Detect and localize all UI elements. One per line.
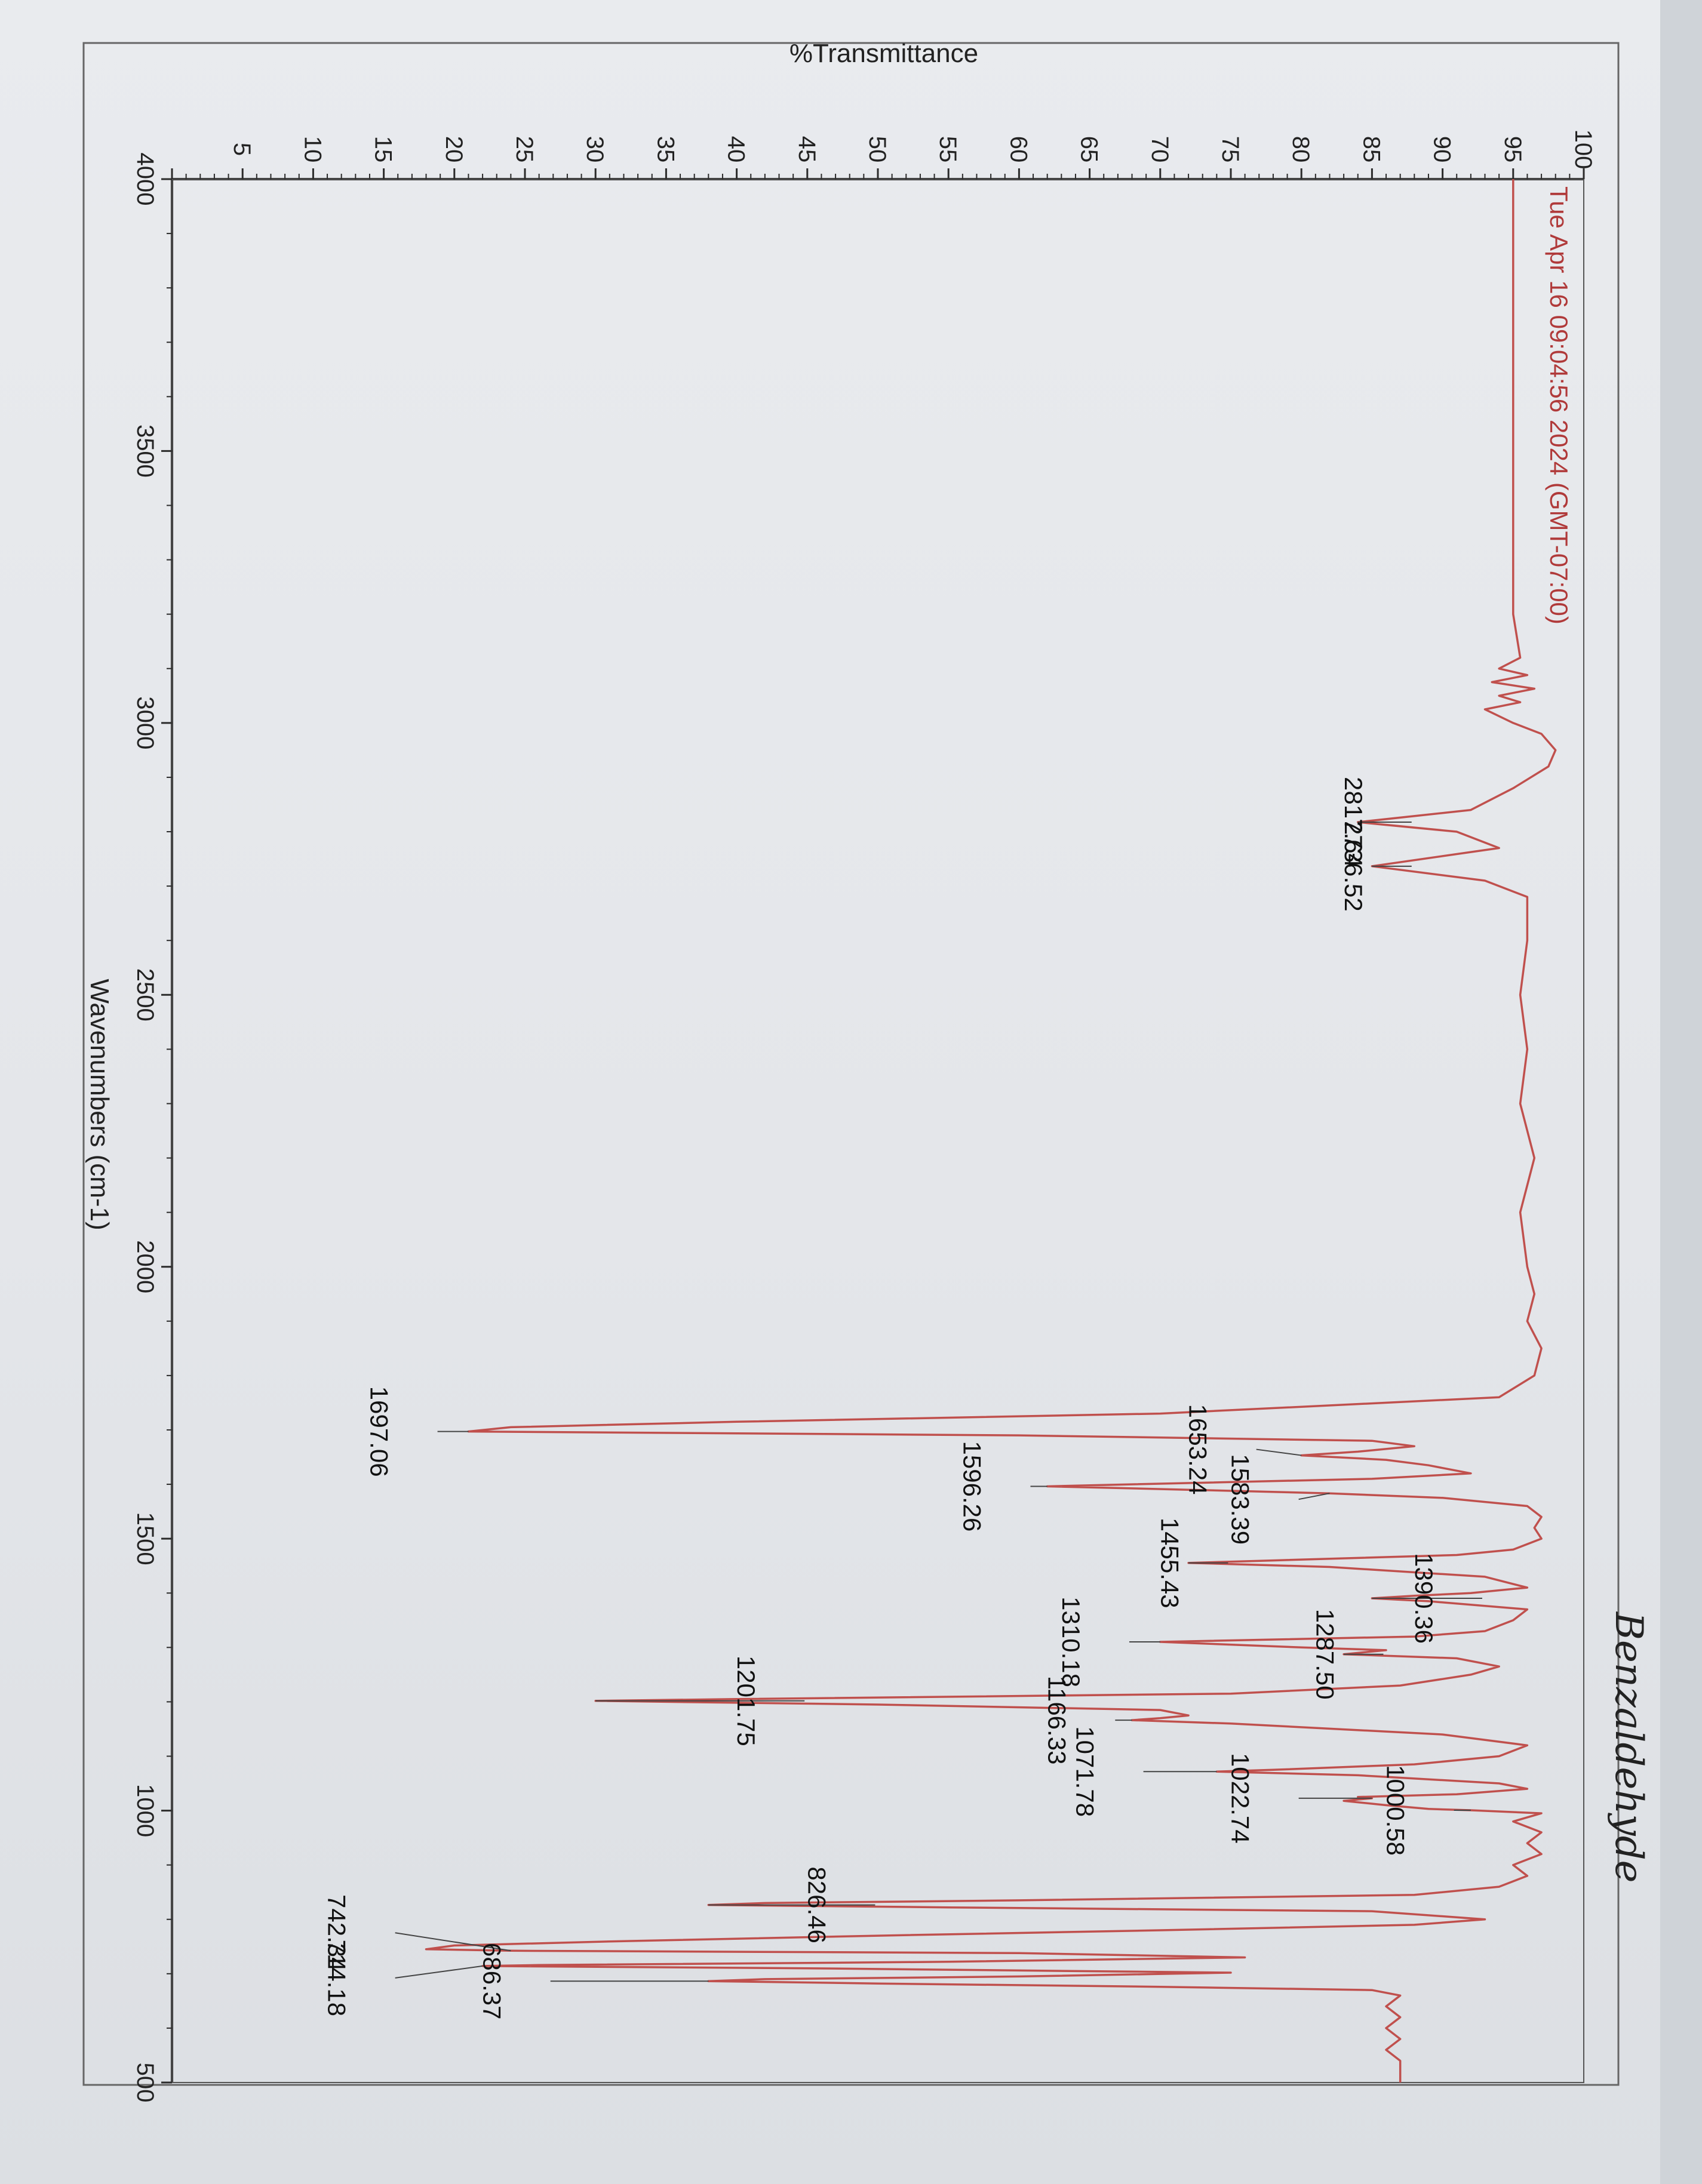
y-tick-label: 55 <box>935 136 961 163</box>
y-tick-label: 20 <box>441 136 467 163</box>
peak-leader-line <box>1256 1448 1302 1456</box>
x-tick-label: 4000 <box>132 153 158 206</box>
peak-label: 1071.78 <box>1071 1726 1099 1817</box>
tick-labels-group: 5 10 15 20 25 30 35 40 45 50 55 60 65 70 75 80 85 90 95 100… <box>132 130 1596 2103</box>
timestamp-label: Tue Apr 16 09:04:56 2024 (GMT-07:00) <box>1545 186 1573 625</box>
x-tick-label: 1500 <box>132 1512 158 1565</box>
peak-label: 1697.06 <box>365 1386 394 1477</box>
x-tick-label: 3000 <box>132 696 158 749</box>
spectrum-line-series-0 <box>425 179 1557 2083</box>
peak-label: 826.46 <box>803 1866 831 1943</box>
y-tick-label: 15 <box>370 136 397 163</box>
peak-label: 2817.64 <box>1340 777 1368 868</box>
peak-leader-line <box>395 1965 483 1979</box>
y-tick-label: 75 <box>1217 136 1243 163</box>
series-layer <box>425 179 1557 2083</box>
y-tick-label: 35 <box>652 136 678 163</box>
y-tick-label: 30 <box>582 136 608 163</box>
peak-label: 1022.74 <box>1227 1753 1255 1844</box>
handwritten-sample-name: Benzaldehyde <box>1606 1611 1651 1883</box>
y-tick-label: 80 <box>1288 136 1314 163</box>
y-tick-label: 40 <box>723 136 749 163</box>
peak-label: 1287.50 <box>1311 1609 1339 1700</box>
paper-edge <box>1660 0 1702 2184</box>
peak-label: 714.18 <box>323 1940 351 2016</box>
peak-leaders-group <box>395 821 1482 1982</box>
y-tick-label: 50 <box>864 136 890 163</box>
peak-label: 1166.33 <box>1043 1676 1071 1765</box>
peak-label: 2736.52 <box>1340 821 1368 912</box>
peak-label: 742.34 <box>323 1894 351 1971</box>
y-tick-label: 10 <box>299 136 325 163</box>
y-tick-label: 60 <box>1005 136 1031 163</box>
y-tick-label: 70 <box>1147 136 1173 163</box>
y-tick-label: 95 <box>1500 136 1526 163</box>
peak-label: 1000.58 <box>1382 1765 1410 1856</box>
peak-leader-line <box>1298 1493 1330 1500</box>
x-tick-label: 2500 <box>132 968 158 1022</box>
x-tick-label: 2000 <box>132 1240 158 1293</box>
x-tick-label: 500 <box>132 2063 158 2103</box>
x-tick-label: 1000 <box>132 1784 158 1837</box>
y-tick-label: 45 <box>794 136 820 163</box>
peak-label: 1596.26 <box>958 1441 986 1532</box>
y-tick-label: 65 <box>1076 136 1102 163</box>
y-tick-label: 85 <box>1358 136 1384 163</box>
outer-frame <box>82 42 1620 2086</box>
peak-label: 1310.18 <box>1057 1597 1085 1687</box>
peak-leader-line <box>395 1932 511 1952</box>
y-tick-label: 25 <box>511 136 537 163</box>
peak-label: 1653.24 <box>1184 1404 1212 1495</box>
x-axis-title: Wavenumbers (cm-1) <box>85 979 114 1230</box>
ticks-group <box>161 168 1585 2084</box>
y-tick-label: 100 <box>1570 130 1596 170</box>
x-tick-label: 3500 <box>132 425 158 478</box>
y-tick-label: 5 <box>229 143 255 156</box>
peak-label: 686.37 <box>478 1943 506 2019</box>
y-axis-title: %Transmittance <box>789 39 978 68</box>
peak-label: 1455.43 <box>1156 1518 1184 1608</box>
y-tick-label: 90 <box>1429 136 1455 163</box>
peak-label: 1390.36 <box>1410 1553 1438 1644</box>
peak-label: 1201.75 <box>732 1656 760 1746</box>
peak-label: 1583.39 <box>1227 1454 1255 1545</box>
